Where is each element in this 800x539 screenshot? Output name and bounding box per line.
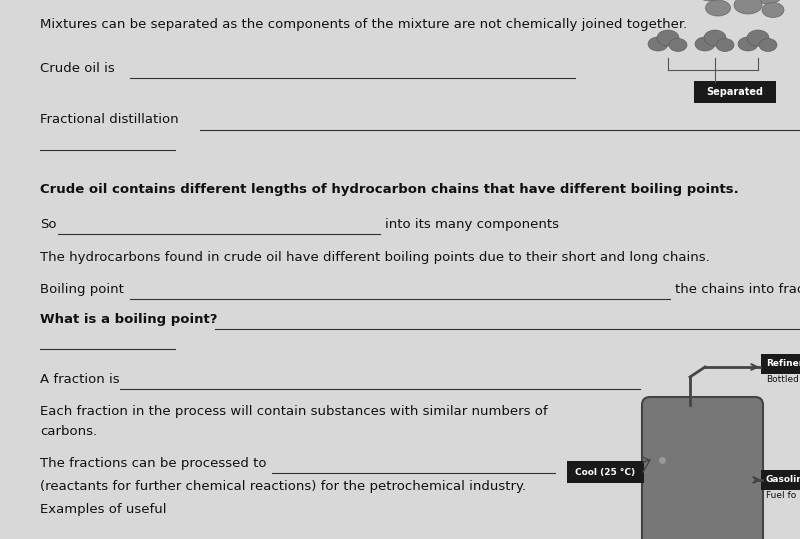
Text: into its many components: into its many components: [385, 218, 559, 231]
Text: The hydrocarbons found in crude oil have different boiling points due to their s: The hydrocarbons found in crude oil have…: [40, 251, 710, 264]
Ellipse shape: [706, 0, 730, 16]
Text: Bottled: Bottled: [766, 375, 799, 384]
Ellipse shape: [704, 30, 726, 46]
Ellipse shape: [669, 38, 687, 52]
Text: Boiling point: Boiling point: [40, 283, 124, 296]
Ellipse shape: [648, 37, 668, 51]
Ellipse shape: [657, 30, 679, 46]
FancyBboxPatch shape: [642, 397, 763, 539]
Ellipse shape: [747, 30, 769, 46]
Text: carbons.: carbons.: [40, 425, 97, 438]
Text: A fraction is: A fraction is: [40, 373, 120, 386]
Ellipse shape: [754, 0, 782, 4]
Text: What is a boiling point?: What is a boiling point?: [40, 313, 218, 326]
FancyBboxPatch shape: [567, 461, 644, 483]
Ellipse shape: [695, 37, 715, 51]
Ellipse shape: [759, 38, 777, 52]
Text: Crude oil is: Crude oil is: [40, 62, 114, 75]
Ellipse shape: [762, 3, 784, 17]
Text: Mixtures can be separated as the components of the mixture are not chemically jo: Mixtures can be separated as the compone…: [40, 18, 687, 31]
Ellipse shape: [716, 38, 734, 52]
Ellipse shape: [734, 0, 762, 14]
FancyBboxPatch shape: [761, 354, 800, 374]
Text: Separated: Separated: [706, 87, 763, 97]
FancyBboxPatch shape: [761, 470, 800, 490]
Text: the chains into fractions.: the chains into fractions.: [675, 283, 800, 296]
Text: Each fraction in the process will contain substances with similar numbers of: Each fraction in the process will contai…: [40, 405, 548, 418]
Text: Cool (25 °C): Cool (25 °C): [575, 467, 635, 476]
Text: Fuel fo: Fuel fo: [766, 491, 796, 500]
Text: (reactants for further chemical reactions) for the petrochemical industry.: (reactants for further chemical reaction…: [40, 480, 526, 493]
Text: So: So: [40, 218, 57, 231]
Text: Refiner: Refiner: [766, 360, 800, 369]
Text: Crude oil contains different lengths of hydrocarbon chains that have different b: Crude oil contains different lengths of …: [40, 183, 738, 196]
Text: The fractions can be processed to: The fractions can be processed to: [40, 457, 266, 470]
FancyBboxPatch shape: [694, 81, 776, 103]
Ellipse shape: [738, 37, 758, 51]
Ellipse shape: [696, 0, 724, 1]
Text: Fractional distillation: Fractional distillation: [40, 113, 178, 126]
Text: Gasolin: Gasolin: [766, 475, 800, 485]
Text: Examples of useful: Examples of useful: [40, 503, 166, 516]
